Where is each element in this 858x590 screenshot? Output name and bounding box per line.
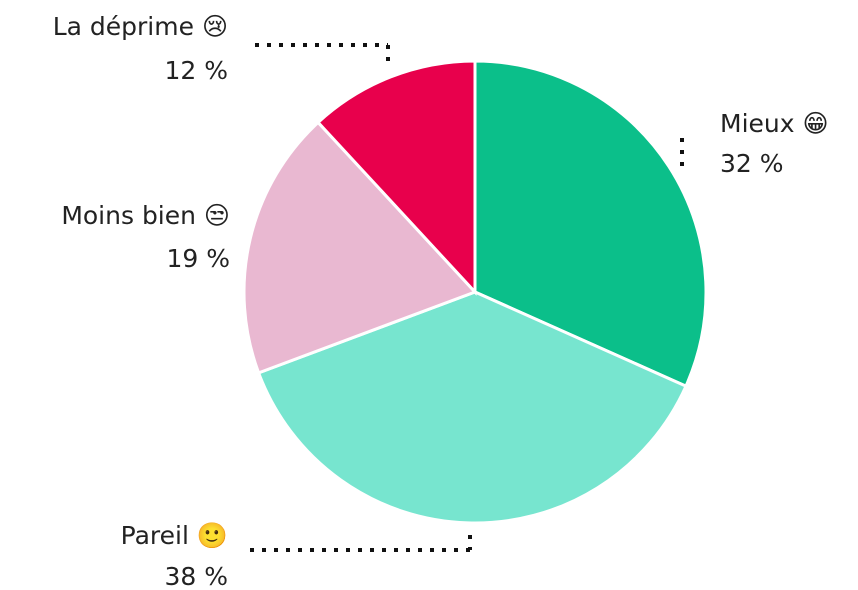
pie-slice (316, 59, 477, 296)
leader-line (250, 535, 472, 552)
leader-line (255, 43, 390, 62)
leader-line (680, 138, 692, 166)
slice-value-label: 32 % (720, 149, 784, 178)
slice-value-label: 38 % (164, 562, 228, 590)
slice-label: La déprime 😢 (53, 12, 228, 41)
pie-slice (256, 290, 688, 525)
slice-value-label: 12 % (164, 56, 228, 85)
pie-slice (473, 59, 708, 389)
slice-label: Moins bien 😒 (61, 201, 230, 230)
leader-lines (250, 43, 692, 552)
slice-value-label: 19 % (166, 244, 230, 273)
slice-label: Pareil 🙂 (121, 521, 228, 550)
slice-label: Mieux 😁 (720, 109, 829, 138)
pie-slice (242, 120, 478, 375)
